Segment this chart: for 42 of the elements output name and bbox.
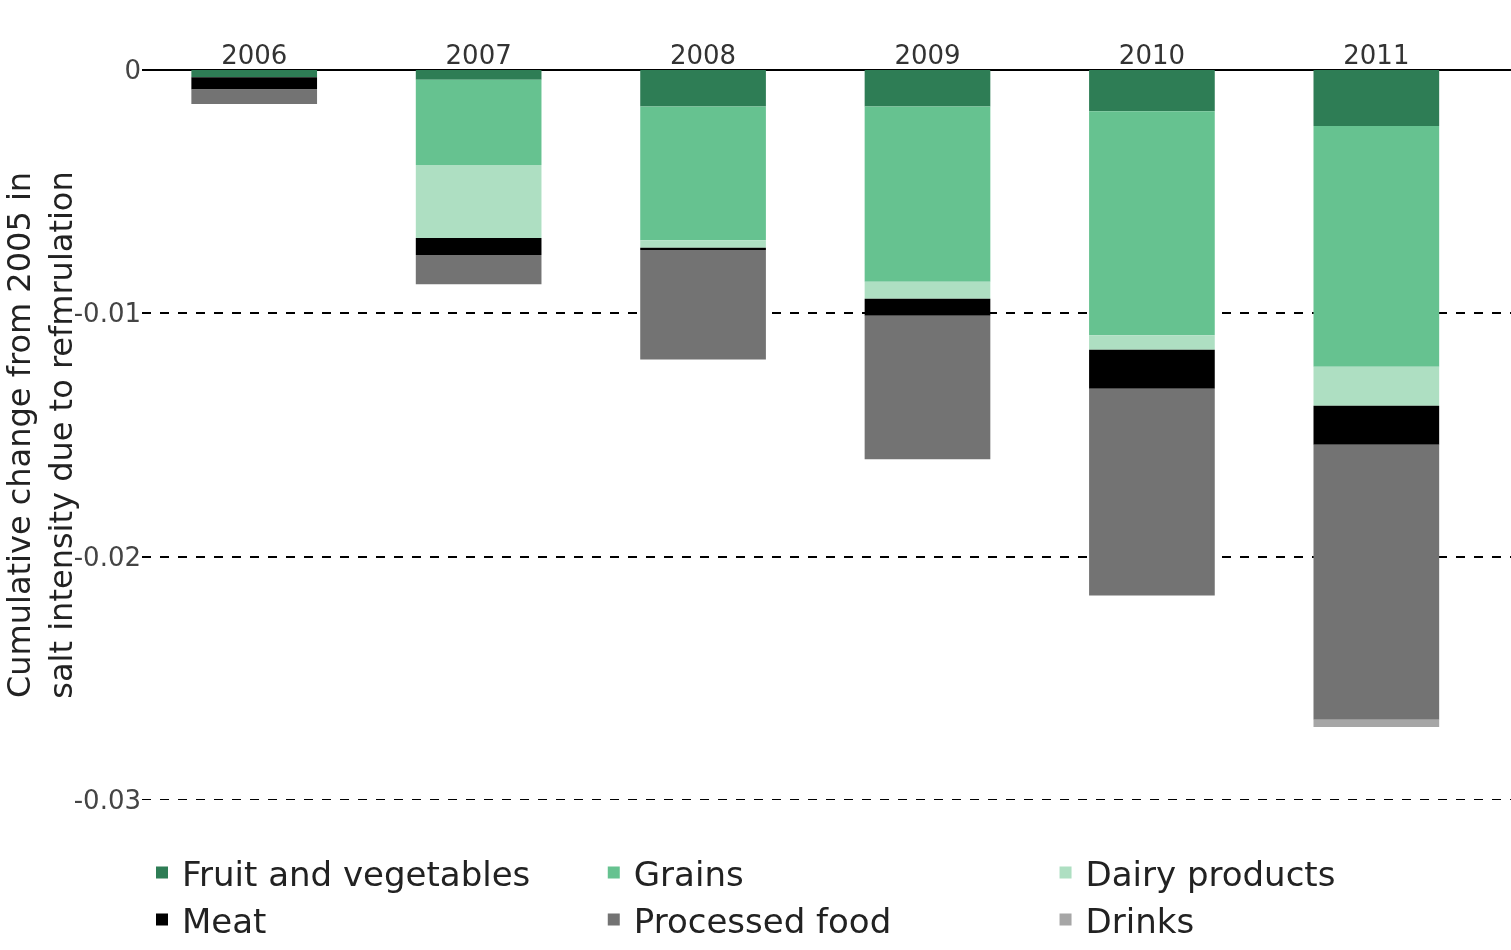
bar xyxy=(1089,335,1215,350)
bar xyxy=(415,164,542,238)
bar xyxy=(864,106,991,282)
bar xyxy=(191,89,318,105)
bar xyxy=(1089,111,1215,336)
x-tick-label: 2010 xyxy=(1118,39,1186,70)
bar xyxy=(864,281,991,299)
legend-label: Processed food xyxy=(633,900,892,941)
bar xyxy=(1313,125,1440,367)
bar xyxy=(640,70,766,107)
bar xyxy=(1313,70,1440,126)
bar xyxy=(640,250,766,360)
bar xyxy=(415,237,542,255)
legend-label: Fruit and vegetables xyxy=(182,853,531,894)
y-tick-label: -0.03 xyxy=(73,785,141,816)
bar xyxy=(415,254,542,285)
bar xyxy=(640,106,766,241)
bar xyxy=(1313,405,1440,445)
bar xyxy=(191,77,318,90)
bar xyxy=(191,70,318,78)
x-tick-label: 2006 xyxy=(221,39,288,70)
bar xyxy=(1089,70,1215,112)
y-tick-label: 0 xyxy=(124,55,141,86)
bar xyxy=(415,79,542,165)
bar xyxy=(1089,349,1215,389)
legend-label: Dairy products xyxy=(1085,853,1336,894)
y-tick-label: -0.01 xyxy=(73,298,141,329)
legend-label: Drinks xyxy=(1085,900,1195,941)
bar xyxy=(1313,444,1440,720)
x-tick-label: 2011 xyxy=(1343,39,1410,70)
x-tick-label: 2009 xyxy=(894,39,961,70)
bar xyxy=(640,240,766,248)
bar xyxy=(864,70,991,107)
legend-label: Grains xyxy=(633,853,744,894)
bar xyxy=(1313,719,1440,727)
x-tick-label: 2008 xyxy=(669,39,737,70)
bar xyxy=(415,70,542,80)
bar xyxy=(1089,388,1215,596)
bar xyxy=(864,315,991,460)
legend-label: Meat xyxy=(182,900,267,941)
x-tick-label: 2007 xyxy=(445,39,512,70)
bar xyxy=(1313,366,1440,406)
